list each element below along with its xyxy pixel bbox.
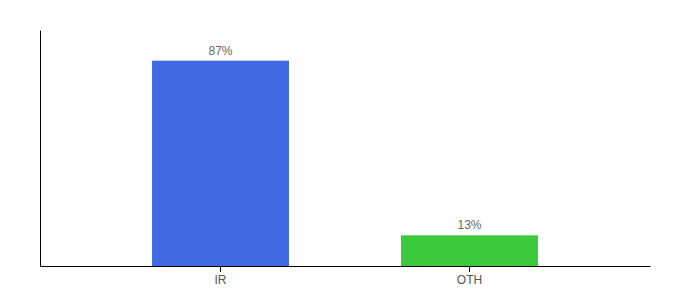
- data-label: 13%: [457, 218, 481, 232]
- x-axis: IR OTH: [41, 266, 651, 287]
- x-tick-label: OTH: [457, 273, 482, 287]
- bar: [401, 235, 538, 266]
- data-labels: 87% 13%: [208, 44, 481, 233]
- x-tick-mark: [220, 266, 221, 272]
- x-axis-line: [41, 266, 651, 267]
- x-tick-mark: [469, 266, 470, 272]
- y-axis-line: [40, 31, 41, 267]
- data-label: 87%: [208, 44, 232, 58]
- y-axis: [40, 31, 41, 267]
- plot: IR OTH 87% 13%: [41, 31, 651, 287]
- bar: [152, 61, 289, 266]
- x-tick: IR: [215, 266, 227, 287]
- chart: IR OTH 87% 13%: [0, 0, 680, 300]
- bars: [152, 61, 538, 266]
- x-tick: OTH: [457, 266, 482, 287]
- x-tick-label: IR: [215, 273, 227, 287]
